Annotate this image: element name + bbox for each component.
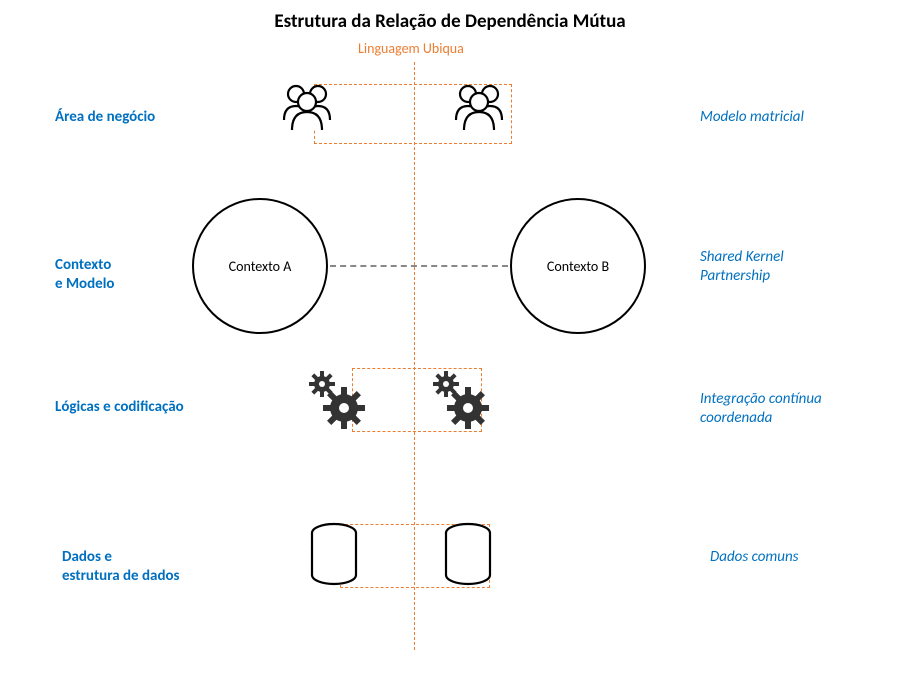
row1-left-label: Área de negócio [55,108,155,127]
diagram-title: Estrutura da Relação de Dependência Mútu… [0,10,900,33]
people-group-right-icon [450,80,510,140]
database-right-icon [440,522,496,595]
context-b-label: Contexto B [547,258,609,275]
row2-right-label: Shared Kernel Partnership [700,248,784,286]
row1-right-label: Modelo matricial [700,108,804,127]
context-a-label: Contexto A [229,258,292,275]
row4-left-label: Dados e estrutura de dados [62,548,180,586]
row2-left-label: Contexto e Modelo [55,256,114,294]
row4-right-label: Dados comuns [710,548,799,567]
gear-group-right-icon [428,366,498,439]
context-b-circle: Contexto B [510,198,646,334]
people-group-left-icon [278,80,338,140]
row3-right-label: Integração contínua coordenada [700,390,822,428]
database-left-icon [306,522,362,595]
context-a-circle: Contexto A [192,198,328,334]
context-link-line [330,265,508,267]
ubiquitous-language-label: Linguagem Ubiqua [358,40,464,57]
row3-left-label: Lógicas e codificação [55,398,184,417]
gear-group-left-icon [304,366,374,439]
